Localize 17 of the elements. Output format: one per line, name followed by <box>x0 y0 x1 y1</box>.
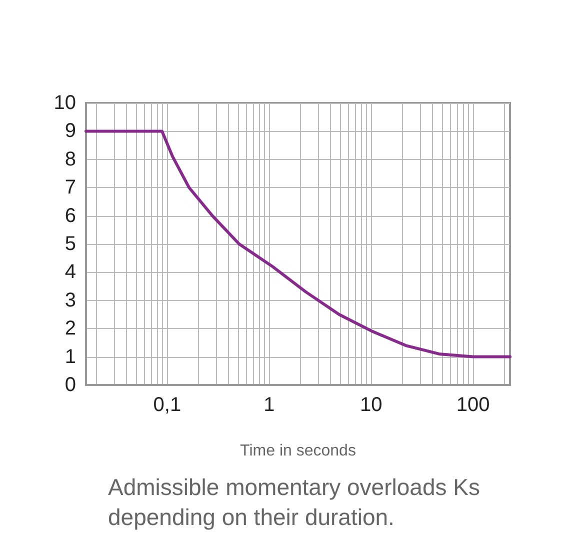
y-tick-label: 1 <box>64 346 76 368</box>
y-tick-label: 8 <box>64 148 76 170</box>
y-tick-label: 4 <box>64 261 76 284</box>
y-tick-label: 7 <box>64 176 76 199</box>
y-tick-label: 0 <box>64 374 76 396</box>
y-tick-label: 10 <box>54 92 76 114</box>
text: Admissible momentary overloads Ks depending on their duration. <box>108 474 486 530</box>
x-tick-label: 0,1 <box>153 394 182 416</box>
x-tick-label: 1 <box>264 394 275 416</box>
x-axis-title: Time in seconds <box>240 442 356 460</box>
x-tick-label: 10 <box>360 394 382 416</box>
y-tick-label: 2 <box>64 318 76 340</box>
y-tick-label: 5 <box>64 233 76 255</box>
y-tick-label: 6 <box>64 204 76 227</box>
y-tick-label: 9 <box>64 120 76 142</box>
y-tick-label: 3 <box>64 289 76 312</box>
x-tick-label: 100 <box>456 394 490 416</box>
